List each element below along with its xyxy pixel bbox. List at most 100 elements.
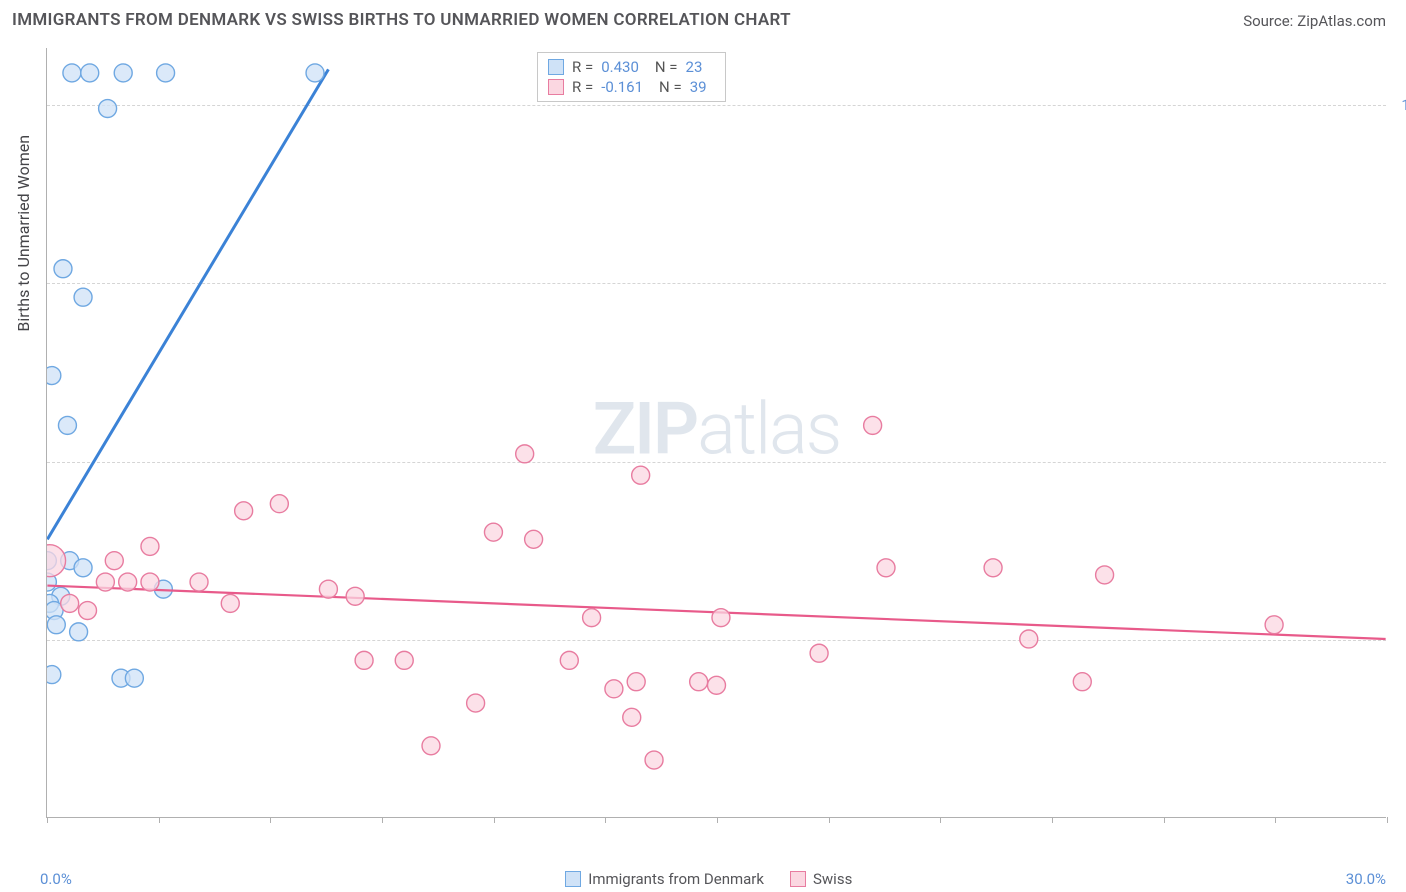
legend-item-swiss: Swiss bbox=[790, 870, 852, 888]
data-point-denmark bbox=[114, 64, 132, 82]
source-label: Source: bbox=[1243, 12, 1293, 30]
x-tick bbox=[717, 817, 718, 823]
data-point-denmark bbox=[61, 552, 79, 570]
data-point-swiss bbox=[525, 530, 543, 548]
watermark: ZIPatlas bbox=[593, 386, 841, 471]
data-point-denmark bbox=[125, 669, 143, 687]
data-point-denmark bbox=[112, 669, 130, 687]
data-point-denmark bbox=[154, 580, 172, 598]
data-point-denmark bbox=[63, 64, 81, 82]
data-point-swiss bbox=[560, 651, 578, 669]
x-tick bbox=[382, 817, 383, 823]
y-axis-title: Births to Unmarried Women bbox=[14, 135, 33, 332]
data-point-swiss bbox=[141, 537, 159, 555]
x-tick bbox=[1164, 817, 1165, 823]
data-point-denmark bbox=[157, 64, 175, 82]
x-tick bbox=[1052, 817, 1053, 823]
x-tick bbox=[940, 817, 941, 823]
watermark-bold: ZIP bbox=[593, 386, 697, 471]
r-label: R = bbox=[572, 78, 593, 96]
data-point-swiss bbox=[605, 680, 623, 698]
data-point-denmark bbox=[47, 616, 65, 634]
data-point-denmark bbox=[70, 623, 88, 641]
data-point-swiss bbox=[105, 552, 123, 570]
data-point-denmark bbox=[47, 602, 63, 620]
data-point-swiss bbox=[61, 594, 79, 612]
swatch-swiss bbox=[548, 79, 564, 95]
correlation-legend: R = 0.430 N = 23 R = -0.161 N = 39 bbox=[537, 52, 726, 102]
data-point-swiss bbox=[810, 644, 828, 662]
data-point-denmark bbox=[47, 367, 61, 385]
swatch-denmark bbox=[565, 871, 581, 887]
x-min-label: 0.0% bbox=[40, 870, 72, 888]
x-tick bbox=[159, 817, 160, 823]
chart-title: IMMIGRANTS FROM DENMARK VS SWISS BIRTHS … bbox=[12, 10, 791, 30]
x-tick bbox=[1275, 817, 1276, 823]
series-legend: Immigrants from Denmark Swiss bbox=[565, 870, 852, 888]
trend-line-swiss bbox=[47, 586, 1385, 639]
data-point-denmark bbox=[47, 573, 56, 591]
swatch-swiss bbox=[790, 871, 806, 887]
swatch-denmark bbox=[548, 59, 564, 75]
y-tick-label: 50.0% bbox=[1394, 453, 1406, 471]
y-tick-label: 25.0% bbox=[1394, 631, 1406, 649]
data-point-denmark bbox=[47, 552, 56, 570]
correlation-row-swiss: R = -0.161 N = 39 bbox=[548, 77, 715, 97]
gridline bbox=[47, 640, 1386, 641]
data-point-denmark bbox=[74, 288, 92, 306]
data-point-denmark bbox=[74, 559, 92, 577]
y-tick-label: 75.0% bbox=[1394, 274, 1406, 292]
data-point-swiss bbox=[1073, 673, 1091, 691]
x-tick bbox=[1387, 817, 1388, 823]
legend-item-denmark: Immigrants from Denmark bbox=[565, 870, 764, 888]
data-point-swiss bbox=[270, 495, 288, 513]
data-point-swiss bbox=[221, 594, 239, 612]
data-point-denmark bbox=[47, 666, 61, 684]
r-label: R = bbox=[572, 58, 593, 76]
data-point-swiss bbox=[395, 651, 413, 669]
data-point-denmark bbox=[306, 64, 324, 82]
data-point-denmark bbox=[99, 100, 117, 118]
n-label: N = bbox=[655, 58, 678, 76]
x-max-label: 30.0% bbox=[1346, 870, 1386, 888]
plot-svg bbox=[47, 48, 1386, 817]
header-row: IMMIGRANTS FROM DENMARK VS SWISS BIRTHS … bbox=[0, 0, 1406, 34]
n-value-denmark: 23 bbox=[686, 58, 703, 76]
x-tick bbox=[270, 817, 271, 823]
data-point-swiss bbox=[690, 673, 708, 691]
legend-label-swiss: Swiss bbox=[813, 870, 852, 888]
data-point-swiss bbox=[141, 573, 159, 591]
data-point-swiss bbox=[96, 573, 114, 591]
gridline bbox=[47, 105, 1386, 106]
data-point-swiss bbox=[422, 737, 440, 755]
source-attribution: Source: ZipAtlas.com bbox=[1243, 11, 1386, 30]
gridline bbox=[47, 283, 1386, 284]
correlation-row-denmark: R = 0.430 N = 23 bbox=[548, 57, 715, 77]
data-point-swiss bbox=[1265, 616, 1283, 634]
data-point-swiss bbox=[583, 609, 601, 627]
data-point-swiss bbox=[632, 466, 650, 484]
data-point-denmark bbox=[81, 64, 99, 82]
data-point-swiss bbox=[627, 673, 645, 691]
data-point-swiss bbox=[877, 559, 895, 577]
data-point-swiss bbox=[984, 559, 1002, 577]
trend-line-denmark bbox=[47, 69, 328, 539]
data-point-swiss bbox=[1096, 566, 1114, 584]
data-point-swiss bbox=[516, 445, 534, 463]
data-point-swiss bbox=[355, 651, 373, 669]
data-point-swiss bbox=[708, 676, 726, 694]
watermark-light: atlas bbox=[697, 386, 840, 471]
data-point-swiss bbox=[47, 545, 66, 577]
data-point-swiss bbox=[119, 573, 137, 591]
data-point-swiss bbox=[864, 416, 882, 434]
data-point-swiss bbox=[484, 523, 502, 541]
data-point-swiss bbox=[467, 694, 485, 712]
x-tick bbox=[47, 817, 48, 823]
r-value-denmark: 0.430 bbox=[601, 58, 639, 76]
data-point-swiss bbox=[645, 751, 663, 769]
data-point-swiss bbox=[79, 602, 97, 620]
legend-label-denmark: Immigrants from Denmark bbox=[588, 870, 764, 888]
x-axis-row: 0.0% Immigrants from Denmark Swiss 30.0% bbox=[0, 870, 1406, 888]
data-point-denmark bbox=[52, 587, 70, 605]
x-tick bbox=[829, 817, 830, 823]
